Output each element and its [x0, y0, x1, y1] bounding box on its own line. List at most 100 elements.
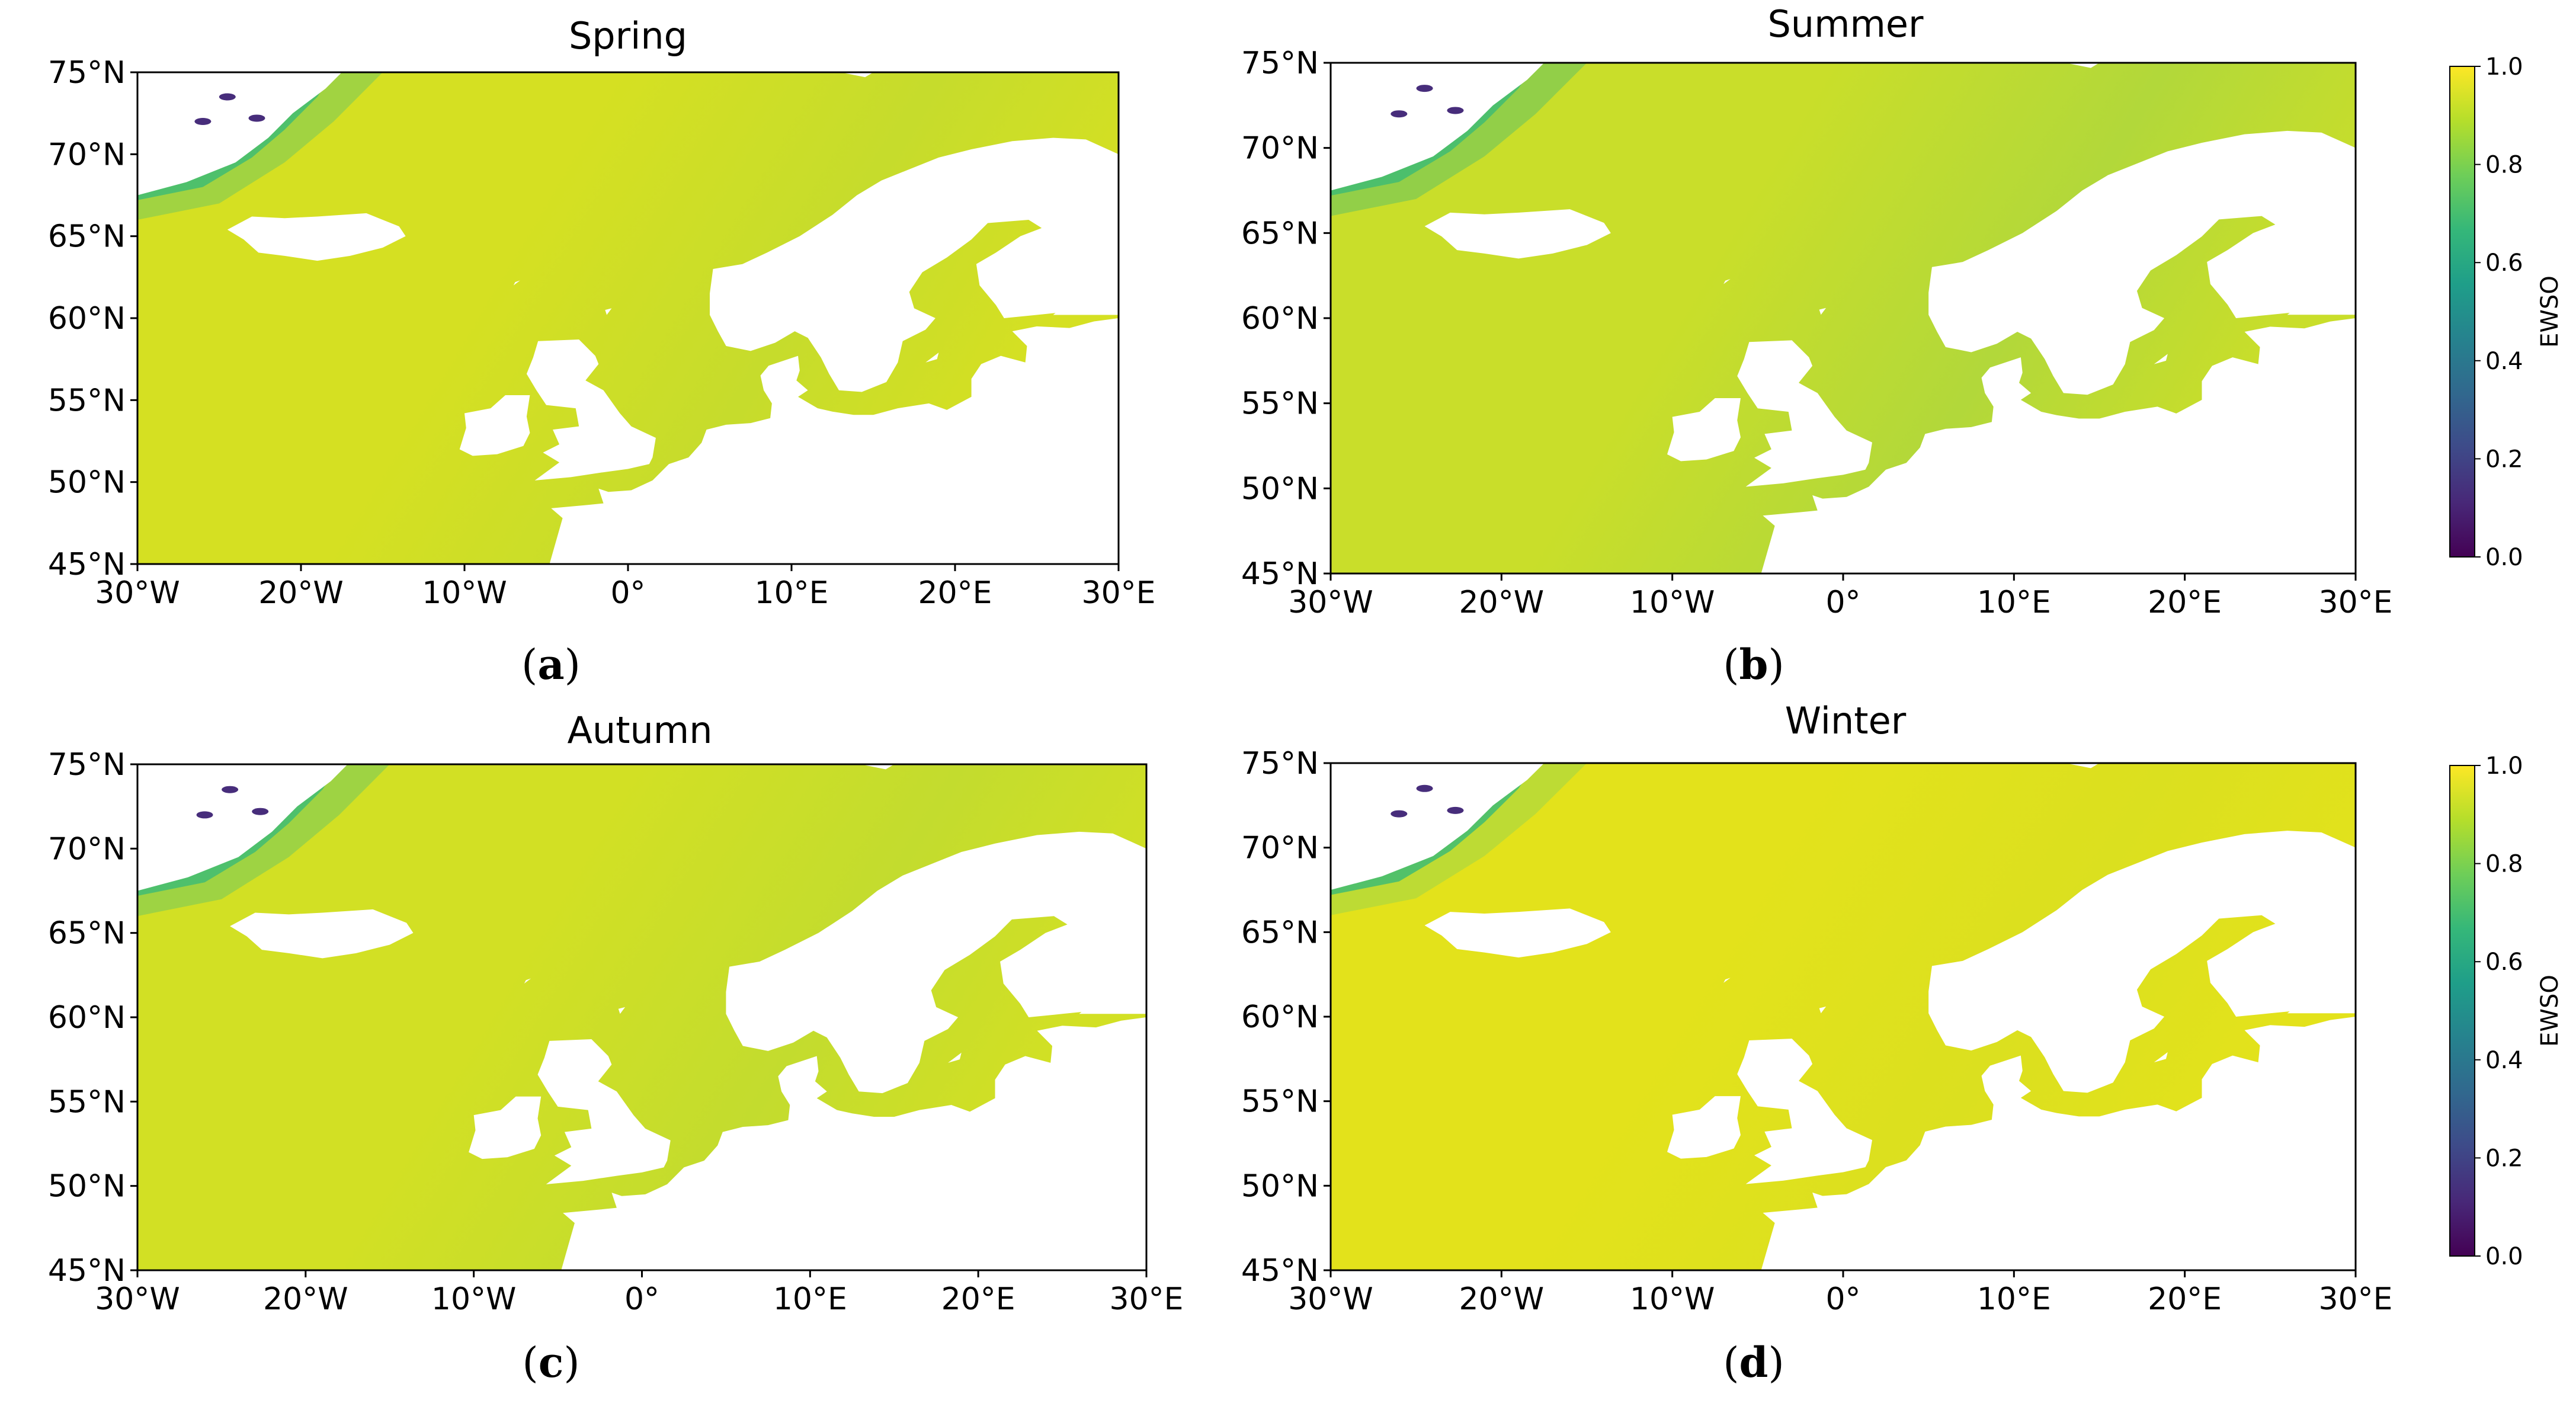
panel-title-a: Spring — [568, 14, 688, 57]
land-gotland — [2154, 354, 2168, 364]
colorbar-label: EWSO — [2536, 275, 2564, 348]
land-finland_east — [2287, 999, 2356, 1014]
x-tick-label: 20°W — [1459, 585, 1545, 620]
land-gotland — [948, 1052, 962, 1063]
y-tick-label: 45°N — [48, 547, 126, 582]
panel-title-d: Winter — [1784, 699, 1907, 742]
y-tick-label: 50°N — [48, 465, 126, 501]
y-tick-label: 45°N — [48, 1253, 126, 1289]
island-mark-2 — [252, 808, 269, 815]
land-scandinavia — [726, 831, 1146, 1094]
colorbar-tick-label: 0.0 — [2485, 1243, 2523, 1270]
land-gotland — [2154, 1052, 2168, 1063]
colorbar-tick-label: 1.0 — [2485, 752, 2523, 780]
land-scandinavia — [1928, 130, 2356, 395]
y-tick-label: 45°N — [1241, 1253, 1319, 1289]
island-mark-2 — [1447, 107, 1464, 114]
x-tick-label: 0° — [1825, 585, 1860, 620]
y-tick-label: 50°N — [48, 1169, 126, 1204]
land-britain — [537, 1039, 671, 1184]
land-gotland — [925, 353, 939, 363]
land-greenland — [1331, 63, 1545, 191]
map-panel-c: 30°W 20°W 10°W 0° 10°E 20°E 30°E 75°N 70°N 65°N 60… — [48, 747, 1184, 1317]
colorbar-tick-label: 0.2 — [2485, 1145, 2523, 1172]
caption-c: (c) — [522, 1338, 580, 1387]
y-tick-label: 65°N — [1241, 216, 1319, 251]
x-tick-label: 20°E — [941, 1282, 1015, 1317]
land-shetland — [605, 308, 612, 315]
land-svalbard — [2065, 763, 2100, 768]
land-continent — [1761, 1017, 2356, 1270]
land-faroe — [1723, 978, 1731, 983]
island-mark-1 — [1390, 810, 1408, 818]
island-mark-1 — [196, 811, 213, 819]
x-tick-label: 10°W — [431, 1282, 517, 1317]
y-tick-label: 65°N — [48, 219, 126, 255]
island-mark-1 — [1390, 110, 1408, 118]
x-tick-label: 10°E — [754, 575, 828, 611]
y-tick-label: 75°N — [1241, 746, 1319, 781]
y-tick-label: 50°N — [1241, 471, 1319, 507]
x-tick-label: 30°W — [1288, 1282, 1373, 1317]
y-tick-label: 55°N — [1241, 386, 1319, 422]
panel-title-b: Summer — [1767, 2, 1924, 46]
land-finland_east — [1079, 1000, 1146, 1014]
y-tick-label: 60°N — [48, 301, 126, 337]
island-mark-2 — [1447, 806, 1464, 814]
land-greenland — [1331, 763, 1545, 890]
x-tick-label: 10°E — [1977, 1282, 2051, 1317]
land-iceland — [1424, 209, 1611, 259]
land-ireland — [1667, 398, 1741, 462]
x-tick-label: 30°W — [95, 575, 180, 611]
y-tick-label: 45°N — [1241, 556, 1319, 592]
land-britain — [1737, 1039, 1873, 1184]
land-shetland — [1819, 307, 1827, 315]
y-tick-label: 75°N — [48, 747, 126, 783]
x-tick-label: 20°E — [2148, 585, 2222, 620]
land-ireland — [1667, 1096, 1741, 1159]
land-ireland — [459, 395, 530, 456]
land-britain — [526, 339, 656, 480]
island-mark-1 — [194, 118, 212, 125]
land-greenland — [137, 764, 348, 891]
land-shetland — [618, 1007, 626, 1014]
colorbar-tick-label: 0.2 — [2485, 446, 2523, 473]
y-tick-label: 65°N — [1241, 915, 1319, 950]
colorbar-tick-label: 0.4 — [2485, 348, 2523, 375]
y-tick-label: 75°N — [1241, 46, 1319, 81]
x-tick-label: 30°E — [2318, 585, 2392, 620]
y-tick-label: 55°N — [48, 383, 126, 418]
y-tick-label: 70°N — [1241, 831, 1319, 866]
y-tick-label: 70°N — [1241, 131, 1319, 166]
x-tick-label: 10°E — [1977, 585, 2051, 620]
y-tick-label: 75°N — [48, 55, 126, 91]
land-scandinavia — [710, 137, 1119, 392]
x-tick-label: 20°W — [258, 575, 344, 611]
caption-b: (b) — [1723, 640, 1784, 689]
x-tick-label: 10°W — [1630, 1282, 1715, 1317]
land-continent — [561, 1017, 1146, 1270]
colorbar-label: EWSO — [2536, 975, 2564, 1047]
map-panel-b: 30°W 20°W 10°W 0° 10°E 20°E 30°E 75°N 70°N 65°N 60… — [1241, 46, 2393, 620]
colorbar-tick-label: 1.0 — [2485, 53, 2523, 81]
land-iceland — [1424, 908, 1611, 958]
x-tick-label: 0° — [610, 575, 645, 611]
y-tick-label: 55°N — [1241, 1084, 1319, 1120]
land-greenland — [137, 72, 342, 196]
land-continent — [1761, 318, 2356, 574]
island-mark-0 — [1416, 85, 1433, 92]
x-tick-label: 30°E — [1081, 575, 1155, 611]
x-tick-label: 20°E — [918, 575, 992, 611]
x-tick-label: 30°W — [1288, 585, 1373, 620]
colorbar-tick-label: 0.8 — [2485, 152, 2523, 179]
colorbar-tick-label: 0.6 — [2485, 249, 2523, 277]
land-scandinavia — [1928, 831, 2356, 1093]
land-iceland — [227, 213, 406, 261]
map-panel-a: 30°W 20°W 10°W 0° 10°E 20°E 30°E 75°N 70°N 65°N 60… — [48, 55, 1156, 611]
land-svalbard — [2065, 63, 2100, 68]
x-tick-label: 20°W — [1459, 1282, 1545, 1317]
colorbar-1: 1.0 0.8 0.6 0.4 0.2 0.0 EWSO — [2449, 53, 2564, 571]
land-finland_east — [2287, 301, 2356, 315]
land-faroe — [513, 280, 520, 286]
